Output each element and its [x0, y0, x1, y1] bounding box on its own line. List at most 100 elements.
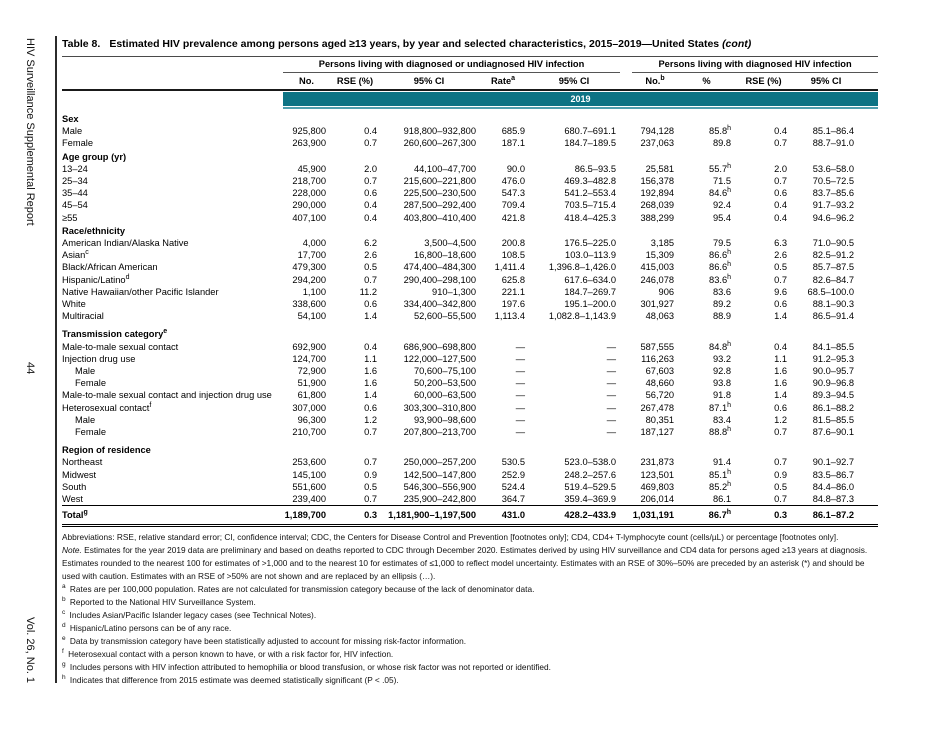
column-header: RSE (%) — [330, 72, 380, 91]
table-cell: 0.7 — [364, 427, 377, 438]
table-cell: 71.0–90.5 — [812, 238, 855, 249]
table-cell: 1.1 — [364, 353, 377, 364]
table-cell: 6.3 — [774, 238, 788, 249]
table-cell: 89.8 — [712, 138, 732, 149]
table-cell: 625.8 — [501, 274, 525, 285]
table-cell: 685.9 — [501, 126, 525, 137]
table-cell: 248.2–257.6 — [564, 469, 617, 480]
table-section-row: Age group (yr) — [62, 150, 878, 163]
column-header: % — [678, 72, 736, 91]
table-cell: 692,900 — [292, 341, 326, 352]
sidebar-journal-title: HIV Surveillance Supplemental Report — [24, 38, 36, 226]
table-cell: 60,000–63,500 — [413, 390, 476, 401]
table-cell: 85.7–87.5 — [812, 262, 855, 273]
table-cell: 86.1–88.2 — [812, 402, 855, 413]
table-cell: 421.8 — [501, 212, 525, 223]
row-label: Race/ethnicity — [62, 225, 126, 236]
column-gap-cell — [620, 237, 632, 249]
table-cell: 338,600 — [292, 299, 326, 310]
table-cell: 925,800 — [292, 126, 326, 137]
row-label: Injection drug use — [62, 353, 136, 364]
table-cell: 794,128 — [640, 126, 675, 137]
table-row: Male 925,800 0.4 918,800–932,800 685.9 680.7–… — [62, 125, 878, 137]
table-cell: 91.7–93.2 — [812, 200, 855, 211]
table-cell: 88.7–91.0 — [812, 138, 855, 149]
table-cell: 3,500–4,500 — [424, 238, 476, 249]
table-cell: 142,500–147,800 — [403, 469, 476, 480]
table-cell: 80,351 — [645, 414, 675, 425]
row-label: Age group (yr) — [62, 151, 127, 162]
table-cell: 86.6h — [709, 261, 732, 273]
table-cell: 1,181,900–1,197,500 — [380, 505, 478, 527]
column-gap-cell — [620, 414, 632, 426]
table-cell: 93,900–98,600 — [413, 414, 476, 425]
table-cell: 0.9 — [774, 469, 788, 480]
table-cell: 547.3 — [501, 188, 525, 199]
table-cell: 0.3 — [735, 505, 793, 527]
row-label: Female — [75, 427, 107, 438]
table-cell: 84.4–86.0 — [812, 481, 855, 492]
column-gap-cell — [620, 426, 632, 438]
table-cell: 918,800–932,800 — [403, 126, 476, 137]
table-row: Native Hawaiian/other Pacific Islander 1,… — [62, 286, 878, 298]
table-cell: 0.5 — [774, 262, 788, 273]
table-cell: 1.2 — [774, 414, 788, 425]
table-row: Heterosexual contactf 307,000 0.6 303,300–3… — [62, 402, 878, 414]
label-column-header — [62, 56, 283, 73]
table-cell: 88.9 — [712, 311, 732, 322]
footnotes: Abbreviations: RSE, relative standard er… — [62, 531, 878, 687]
table-cell: — — [606, 378, 617, 389]
column-gap-cell — [620, 249, 632, 261]
column-gap-cell — [620, 377, 632, 389]
table-cell: 2.0 — [364, 163, 377, 174]
table-cell: 184.7–189.5 — [564, 138, 617, 149]
footnote-item-b: b Reported to the National HIV Surveilla… — [62, 595, 256, 607]
table-cell: 1,031,191 — [632, 505, 679, 527]
table-cell: 910–1,300 — [432, 286, 476, 297]
table-cell: 82.6–84.7 — [812, 274, 855, 285]
row-label: White — [62, 299, 86, 310]
table-cell: 4,000 — [302, 238, 326, 249]
table-page-content: Table 8. Estimated HIV prevalence among p… — [62, 0, 879, 687]
table-cell: 68.5–100.0 — [807, 286, 855, 297]
table-row: American Indian/Alaska Native 4,000 6.2 3,5… — [62, 237, 878, 249]
table-cell: 388,299 — [640, 212, 675, 223]
table-cell: 303,300–310,800 — [403, 402, 476, 413]
table-cell: 0.7 — [774, 494, 788, 505]
table-cell: 235,900–242,800 — [403, 494, 476, 505]
table-cell: 93.8 — [712, 378, 732, 389]
table-cell: 1.1 — [774, 353, 788, 364]
row-label: Male — [75, 366, 96, 377]
table-cell: 93.2 — [712, 353, 732, 364]
table-cell: 16,800–18,600 — [413, 250, 476, 261]
table-cell: 83.7–85.6 — [812, 188, 855, 199]
table-row: 45–54 290,000 0.4 287,500–292,400 709.4 703.5… — [62, 199, 878, 211]
sidebar: HIV Surveillance Supplemental Report 44 … — [0, 0, 57, 733]
table-cell: 0.7 — [364, 274, 377, 285]
column-gap-cell — [620, 187, 632, 199]
table-cell: 246,078 — [640, 274, 675, 285]
table-cell: 415,003 — [640, 262, 675, 273]
table-cell: 86.5–91.4 — [812, 311, 855, 322]
table-cell: 1.6 — [774, 378, 788, 389]
table-cell: 85.2h — [709, 480, 732, 492]
table-number: Table 8. — [62, 38, 101, 50]
table-row: Black/African American 479,300 0.5 474,400–… — [62, 261, 878, 273]
table-cell: 85.8h — [709, 125, 732, 137]
table-cell: 92.4 — [712, 200, 732, 211]
table-cell: 94.6–96.2 — [812, 212, 855, 223]
table-cell: 3,185 — [650, 238, 675, 249]
table-cell: 50,200–53,500 — [413, 378, 476, 389]
footnote-note-text: Estimates for the year 2019 data are pre… — [62, 544, 868, 581]
column-gap-cell — [620, 175, 632, 187]
table-cell: 546,300–556,900 — [403, 481, 476, 492]
table-cell: 418.4–425.3 — [564, 212, 617, 223]
footnote-item-e: e Data by transmission category have bee… — [62, 634, 467, 646]
table-cell: 192,894 — [640, 188, 675, 199]
table-cell: 1,411.4 — [494, 262, 525, 273]
table-cell: 200.8 — [501, 238, 525, 249]
table-cell: — — [606, 427, 617, 438]
table-cell: 1.2 — [364, 414, 377, 425]
table-cell: 519.4–529.5 — [564, 481, 617, 492]
table-cell: 287,500–292,400 — [403, 200, 476, 211]
